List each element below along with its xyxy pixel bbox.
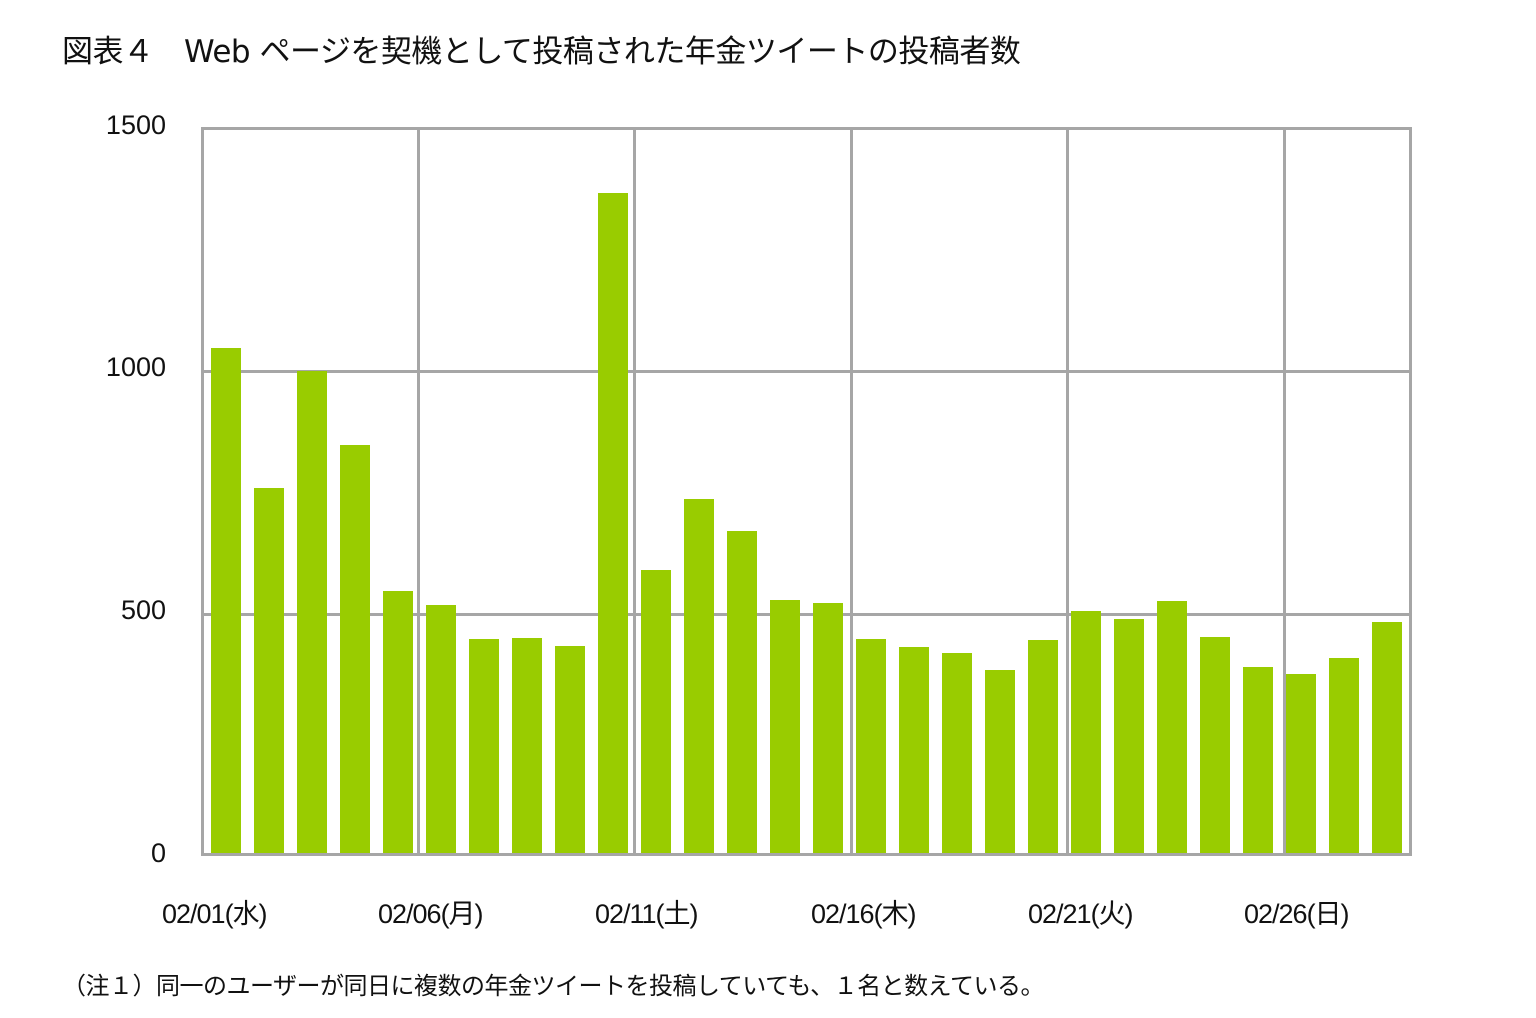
bar-0205 <box>382 591 413 853</box>
bar-0221 <box>1071 610 1102 853</box>
x-tick-0216: 02/16(木) <box>811 899 917 929</box>
bar-0209 <box>554 645 585 853</box>
bar-0224 <box>1200 636 1231 853</box>
gridline-1000 <box>204 370 1409 373</box>
x-tick-0206: 02/06(月) <box>378 899 484 929</box>
bar-0216 <box>856 639 887 853</box>
bar-0223 <box>1157 600 1188 853</box>
plot-area <box>201 127 1412 856</box>
bar-0228 <box>1372 621 1403 853</box>
bar-0219 <box>985 670 1016 853</box>
x-tick-0201: 02/01(水) <box>162 899 268 929</box>
y-tick-1500: 1500 <box>105 110 166 140</box>
x-tick-0221: 02/21(火) <box>1028 899 1134 929</box>
x-tick-0226: 02/26(日) <box>1244 899 1350 929</box>
bar-0218 <box>942 652 973 853</box>
y-tick-1000: 1000 <box>105 352 166 382</box>
chart-title: 図表４ Web ページを契機として投稿された年金ツイートの投稿者数 <box>62 34 1021 70</box>
gridline-v2 <box>633 130 636 853</box>
gridline-v3 <box>850 130 853 853</box>
bar-0212 <box>683 498 714 853</box>
bar-0215 <box>813 603 844 853</box>
bar-0213 <box>726 530 757 853</box>
gridline-v5 <box>1283 130 1286 853</box>
bar-0211 <box>640 569 671 853</box>
bar-0225 <box>1243 667 1274 853</box>
bar-0203 <box>296 371 327 853</box>
gridline-v1 <box>417 130 420 853</box>
bar-0214 <box>769 599 800 853</box>
bar-0226 <box>1286 673 1317 853</box>
gridline-v4 <box>1066 130 1069 853</box>
footnote: （注１）同一のユーザーが同日に複数の年金ツイートを投稿していても、１名と数えてい… <box>62 972 1044 1000</box>
gridline-500 <box>204 613 1409 616</box>
bar-0227 <box>1329 657 1360 853</box>
bar-0201 <box>210 347 241 853</box>
bar-0217 <box>899 647 930 853</box>
bar-0222 <box>1114 619 1145 853</box>
bar-0204 <box>339 444 370 853</box>
bar-0202 <box>253 487 284 853</box>
bar-0208 <box>511 637 542 853</box>
y-tick-500: 500 <box>120 595 166 625</box>
x-tick-0211: 02/11(土) <box>595 899 699 929</box>
bar-0220 <box>1028 639 1059 853</box>
y-tick-0: 0 <box>150 838 166 868</box>
bar-0206 <box>425 605 456 853</box>
bar-0210 <box>597 192 628 853</box>
bar-0207 <box>468 639 499 853</box>
